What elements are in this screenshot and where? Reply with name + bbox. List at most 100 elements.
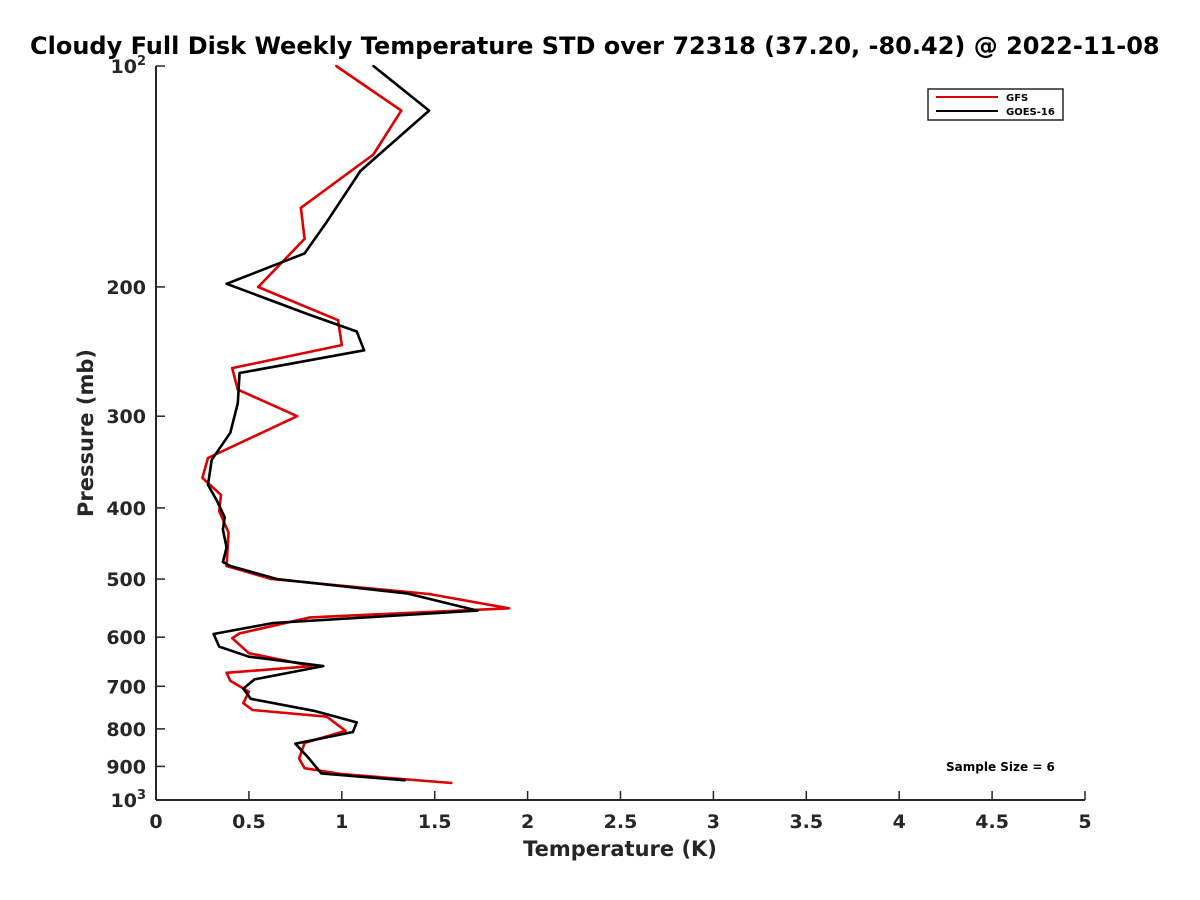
legend-label-goes-16: GOES-16 (1006, 107, 1055, 118)
y-tick-label: 300 (106, 406, 146, 428)
data-point-gfs (229, 679, 232, 682)
data-point-gfs (230, 366, 234, 370)
x-tick-label: 4.5 (975, 811, 1009, 833)
data-point-gfs (219, 493, 223, 497)
y-tick-label: 900 (106, 756, 146, 778)
x-tick-label: 1 (335, 811, 348, 833)
data-point-gfs (325, 715, 329, 718)
data-point-goes-16 (355, 721, 358, 724)
data-point-gfs (217, 509, 221, 513)
data-point-gfs (251, 708, 254, 712)
data-point-goes-16 (229, 431, 232, 434)
legend-label-gfs: GFS (1006, 93, 1028, 104)
data-point-gfs (238, 632, 241, 635)
data-point-goes-16 (322, 664, 325, 668)
data-point-goes-16 (236, 401, 239, 405)
data-point-goes-16 (372, 64, 375, 68)
x-tick-label: 3.5 (789, 811, 823, 833)
legend-box (927, 88, 1064, 121)
y-tick-label: 600 (106, 627, 146, 649)
data-point-gfs (336, 319, 340, 322)
data-point-goes-16 (249, 697, 252, 701)
data-point-gfs (225, 671, 228, 675)
data-point-gfs (247, 652, 251, 655)
data-point-gfs (201, 476, 204, 480)
data-point-gfs (427, 592, 431, 596)
data-point-gfs (297, 757, 301, 760)
data-point-gfs (299, 206, 303, 209)
data-point-gfs (247, 690, 251, 693)
x-tick-label: 4 (893, 811, 906, 833)
data-point-goes-16 (403, 779, 407, 782)
data-point-gfs (206, 456, 210, 460)
data-point-goes-16 (359, 169, 362, 173)
data-point-goes-16 (221, 528, 225, 531)
data-point-gfs (227, 531, 230, 534)
x-tick-label: 0.5 (232, 811, 266, 833)
data-point-goes-16 (225, 546, 228, 549)
x-tick-label: 1.5 (418, 811, 452, 833)
data-point-gfs (303, 766, 306, 770)
data-point-gfs (372, 153, 375, 156)
x-axis-label: Temperature (K) (523, 837, 717, 861)
x-tick-label: 3 (707, 811, 720, 833)
data-point-goes-16 (229, 564, 232, 568)
x-tick-label: 5 (1078, 811, 1091, 833)
data-point-goes-16 (362, 349, 366, 352)
data-point-goes-16 (294, 742, 297, 745)
data-point-goes-16 (216, 500, 219, 503)
data-point-gfs (344, 729, 347, 733)
data-point-goes-16 (307, 313, 310, 316)
data-point-goes-16 (210, 458, 213, 462)
data-point-goes-16 (427, 109, 431, 112)
y-tick-label: 500 (106, 569, 146, 591)
x-tick-label: 2.5 (604, 811, 638, 833)
data-point-goes-16 (225, 282, 228, 285)
y-tick-label: 103 (111, 788, 147, 812)
y-axis-label: Pressure (mb) (74, 349, 98, 517)
data-point-goes-16 (303, 252, 306, 255)
x-tick-label: 0 (149, 811, 162, 833)
data-point-goes-16 (247, 655, 251, 658)
y-tick-label: 700 (106, 676, 146, 698)
x-tick-label: 2 (521, 811, 534, 833)
data-point-goes-16 (238, 371, 241, 375)
data-point-goes-16 (405, 592, 409, 595)
series-layer (201, 64, 511, 785)
data-point-goes-16 (476, 609, 479, 612)
data-point-gfs (309, 616, 312, 619)
series-line-gfs (201, 64, 511, 785)
data-point-goes-16 (351, 730, 355, 734)
data-point-gfs (242, 701, 245, 705)
y-tick-label: 800 (106, 719, 146, 741)
data-point-gfs (450, 781, 453, 785)
data-point-goes-16 (223, 516, 226, 519)
data-point-goes-16 (206, 483, 210, 486)
data-point-gfs (340, 343, 343, 347)
y-tick-label: 200 (106, 277, 146, 299)
data-point-goes-16 (221, 560, 225, 564)
y-tick-label: 102 (111, 54, 147, 78)
x-ticks: 0 0.5 1 1.5 2 2.5 3 3.5 4 4.5 5 (149, 791, 1092, 833)
data-point-goes-16 (217, 645, 221, 648)
data-point-goes-16 (212, 632, 215, 636)
legend: GFS GOES-16 (927, 88, 1064, 121)
data-point-goes-16 (275, 577, 278, 581)
sample-size-annotation: Sample Size = 6 (946, 760, 1055, 774)
data-point-goes-16 (307, 756, 310, 759)
data-point-goes-16 (325, 220, 329, 223)
data-point-gfs (303, 237, 306, 241)
data-point-gfs (296, 415, 299, 418)
data-point-goes-16 (271, 621, 275, 625)
data-point-goes-16 (242, 687, 245, 690)
y-ticks: 102 200 300 400 500 600 700 800 900 103 (106, 54, 165, 812)
data-point-goes-16 (320, 772, 323, 775)
data-point-gfs (400, 109, 403, 112)
data-point-gfs (507, 607, 511, 610)
data-point-goes-16 (253, 678, 256, 681)
y-tick-label: 400 (106, 498, 146, 520)
chart-title: Cloudy Full Disk Weekly Temperature STD … (30, 32, 1160, 60)
data-point-gfs (256, 285, 260, 289)
data-point-goes-16 (312, 709, 316, 713)
